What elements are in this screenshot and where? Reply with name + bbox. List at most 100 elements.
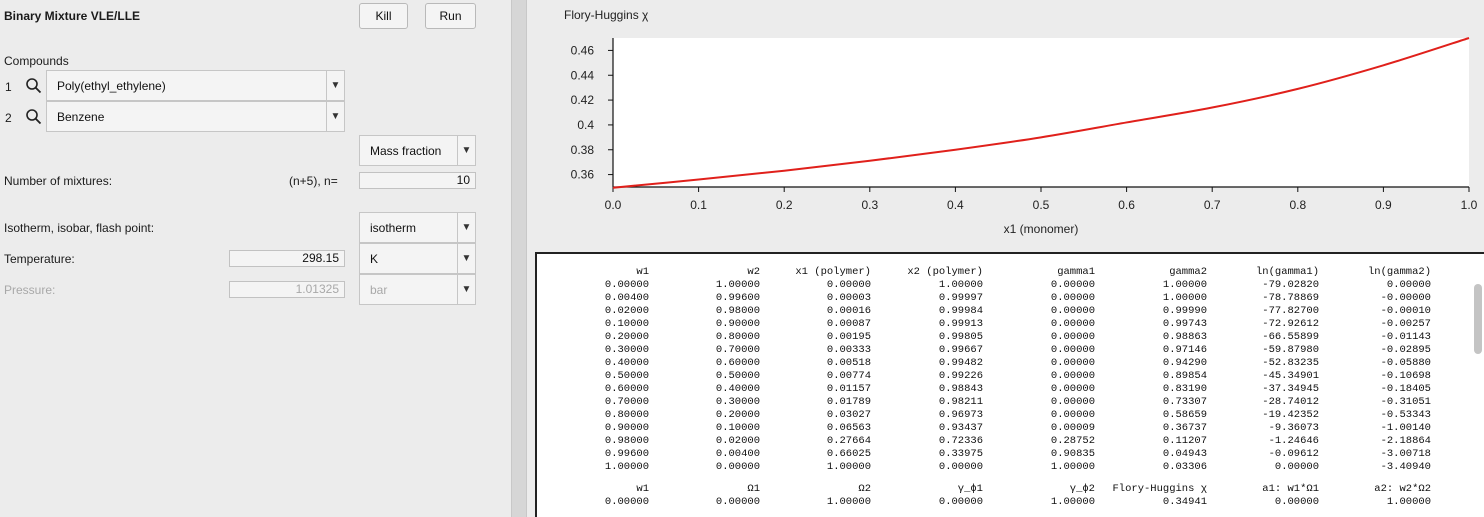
column-header: x1 (polymer) bbox=[795, 266, 871, 278]
table-cell: 0.99913 bbox=[938, 318, 983, 330]
compound-2-select[interactable]: Benzene ▼ bbox=[46, 101, 345, 132]
table-cell: 1.00000 bbox=[1162, 279, 1207, 291]
chevron-down-icon: ▼ bbox=[326, 71, 344, 100]
table-cell: 0.03306 bbox=[1162, 461, 1207, 473]
table-cell: 0.06563 bbox=[826, 422, 871, 434]
column-header: ln(gamma1) bbox=[1255, 266, 1319, 278]
table-row: 0.60000 0.40000 0.01157 0.98843 0.00000 0.831… bbox=[537, 383, 1484, 396]
x-tick-label: 0.5 bbox=[1033, 198, 1050, 212]
table-cell: 0.00016 bbox=[826, 305, 871, 317]
table-cell: 0.04943 bbox=[1162, 448, 1207, 460]
mixtures-input[interactable]: 10 bbox=[359, 172, 476, 189]
table-cell: 0.50000 bbox=[604, 370, 649, 382]
table-cell: 0.01789 bbox=[826, 396, 871, 408]
table-cell: 0.33975 bbox=[938, 448, 983, 460]
table-cell: -1.24646 bbox=[1268, 435, 1319, 447]
y-tick-label: 0.44 bbox=[571, 68, 595, 82]
table-cell: 0.00000 bbox=[1050, 396, 1095, 408]
temperature-unit: K bbox=[370, 251, 379, 266]
table-cell: 0.03027 bbox=[826, 409, 871, 421]
table-cell: 0.60000 bbox=[715, 357, 760, 369]
chevron-down-icon: ▼ bbox=[457, 213, 475, 242]
chart-title: Flory-Huggins χ bbox=[564, 8, 649, 22]
y-tick-label: 0.38 bbox=[571, 143, 595, 157]
table-row: 0.20000 0.80000 0.00195 0.99805 0.00000 0.988… bbox=[537, 331, 1484, 344]
table-cell: 0.98000 bbox=[604, 435, 649, 447]
table-cell: -79.02820 bbox=[1262, 279, 1319, 291]
table-row: 0.00000 0.00000 1.00000 0.00000 1.00000 0.349… bbox=[537, 496, 1484, 509]
results-table: w1 w2 x1 (polymer) x2 (polymer) gamma1 gamma2… bbox=[535, 252, 1484, 517]
table-cell: 0.83190 bbox=[1162, 383, 1207, 395]
table-cell: -45.34901 bbox=[1262, 370, 1319, 382]
temperature-input[interactable]: 298.15 bbox=[229, 250, 345, 267]
table-cell: 0.00000 bbox=[938, 496, 983, 508]
pressure-label: Pressure: bbox=[4, 283, 56, 297]
column-header: a1: w1*Ω1 bbox=[1262, 483, 1319, 495]
pressure-input[interactable]: 1.01325 bbox=[229, 281, 345, 298]
table-cell: 0.34941 bbox=[1162, 496, 1207, 508]
table-cell: 0.00333 bbox=[826, 344, 871, 356]
pressure-unit: bar bbox=[370, 282, 388, 297]
mode-label: Isotherm, isobar, flash point: bbox=[4, 221, 155, 235]
table-cell: -59.87980 bbox=[1262, 344, 1319, 356]
compound-1-select[interactable]: Poly(ethyl_ethylene) ▼ bbox=[46, 70, 345, 101]
compound-1-index: 1 bbox=[5, 80, 12, 94]
table-cell: 0.50000 bbox=[715, 370, 760, 382]
table-cell: 0.00000 bbox=[1050, 383, 1095, 395]
x-tick-label: 0.1 bbox=[690, 198, 707, 212]
table-cell: 0.00087 bbox=[826, 318, 871, 330]
panel-splitter[interactable] bbox=[511, 0, 527, 517]
search-icon[interactable] bbox=[25, 77, 43, 95]
table-cell: -0.00010 bbox=[1380, 305, 1431, 317]
table-row: 0.80000 0.20000 0.03027 0.96973 0.00000 0.586… bbox=[537, 409, 1484, 422]
table-cell: 0.02000 bbox=[715, 435, 760, 447]
table-cell: -0.00257 bbox=[1380, 318, 1431, 330]
table-cell: 0.99990 bbox=[1162, 305, 1207, 317]
pressure-unit-select[interactable]: bar ▼ bbox=[359, 274, 476, 305]
table-cell: 0.00009 bbox=[1050, 422, 1095, 434]
column-header: Flory-Huggins χ bbox=[1112, 483, 1207, 495]
table-cell: 0.99226 bbox=[938, 370, 983, 382]
table-cell: 0.93437 bbox=[938, 422, 983, 434]
plot-area bbox=[613, 38, 1469, 187]
temperature-unit-select[interactable]: K ▼ bbox=[359, 243, 476, 274]
table-row: 0.00400 0.99600 0.00003 0.99997 0.00000 1.000… bbox=[537, 292, 1484, 305]
table-cell: 0.99805 bbox=[938, 331, 983, 343]
table-cell: 0.96973 bbox=[938, 409, 983, 421]
composition-basis-select[interactable]: Mass fraction ▼ bbox=[359, 135, 476, 166]
table-cell: 0.00000 bbox=[1274, 461, 1319, 473]
column-header: w2 bbox=[747, 266, 760, 278]
search-icon[interactable] bbox=[25, 108, 43, 126]
table-row: 0.10000 0.90000 0.00087 0.99913 0.00000 0.997… bbox=[537, 318, 1484, 331]
table-cell: 0.00774 bbox=[826, 370, 871, 382]
column-header: x2 (polymer) bbox=[907, 266, 983, 278]
table-cell: 0.99743 bbox=[1162, 318, 1207, 330]
column-header: Ω1 bbox=[747, 483, 760, 495]
column-header: w1 bbox=[636, 483, 649, 495]
x-tick-label: 0.3 bbox=[861, 198, 878, 212]
table-cell: 0.99482 bbox=[938, 357, 983, 369]
table-cell: 0.00000 bbox=[826, 279, 871, 291]
x-tick-label: 0.9 bbox=[1375, 198, 1392, 212]
table-cell: 1.00000 bbox=[604, 461, 649, 473]
table-cell: 0.98843 bbox=[938, 383, 983, 395]
table-cell: -37.34945 bbox=[1262, 383, 1319, 395]
scrollbar[interactable] bbox=[1474, 284, 1482, 354]
table-row: 0.70000 0.30000 0.01789 0.98211 0.00000 0.733… bbox=[537, 396, 1484, 409]
table-cell: 0.97146 bbox=[1162, 344, 1207, 356]
table-cell: 1.00000 bbox=[1050, 496, 1095, 508]
table-cell: -0.18405 bbox=[1380, 383, 1431, 395]
kill-button[interactable]: Kill bbox=[359, 3, 408, 29]
run-button[interactable]: Run bbox=[425, 3, 476, 29]
series-line bbox=[612, 37, 1470, 189]
table-row: 0.99600 0.00400 0.66025 0.33975 0.90835 0.049… bbox=[537, 448, 1484, 461]
table-cell: 0.00000 bbox=[604, 279, 649, 291]
column-header: γ_ϕ1 bbox=[957, 483, 983, 495]
mode-select[interactable]: isotherm ▼ bbox=[359, 212, 476, 243]
chevron-down-icon: ▼ bbox=[457, 136, 475, 165]
table-cell: 0.00518 bbox=[826, 357, 871, 369]
table-cell: 0.20000 bbox=[715, 409, 760, 421]
table-cell: 0.99667 bbox=[938, 344, 983, 356]
table-cell: -0.10698 bbox=[1380, 370, 1431, 382]
table-cell: 0.00000 bbox=[1050, 344, 1095, 356]
